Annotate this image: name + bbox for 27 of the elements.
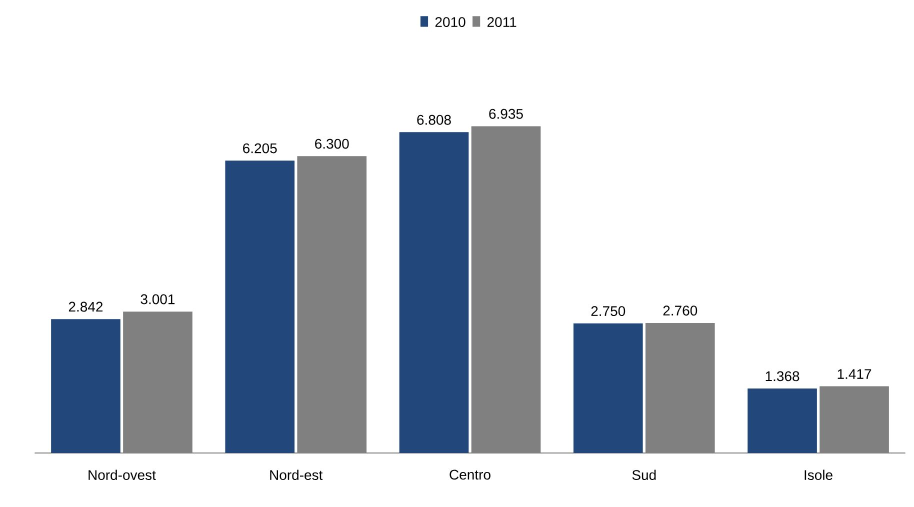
bar <box>645 322 715 453</box>
data-label: 1.417 <box>838 369 872 379</box>
legend-label: 2011 <box>487 17 516 28</box>
bar <box>399 132 469 453</box>
data-label: 2.750 <box>591 306 626 316</box>
data-label: 6.300 <box>315 138 349 149</box>
x-tick-label: Nord-est <box>270 470 323 480</box>
bar <box>225 160 295 453</box>
x-tick-label: Nord-ovest <box>88 470 156 480</box>
bar <box>471 126 541 453</box>
x-tick-label: Isole <box>804 470 832 480</box>
legend-label: 2010 <box>435 17 466 28</box>
data-label: 6.935 <box>489 108 523 119</box>
data-label: 6.205 <box>243 143 277 154</box>
data-label: 1.368 <box>766 371 800 382</box>
bar <box>820 386 889 453</box>
bar <box>123 312 192 453</box>
bar <box>51 319 120 453</box>
data-label: 2.842 <box>68 302 103 312</box>
data-label: 3.001 <box>140 294 175 304</box>
bar <box>297 156 367 453</box>
bar <box>748 388 817 453</box>
data-label: 2.760 <box>663 306 698 316</box>
data-label: 6.808 <box>417 114 451 125</box>
x-tick-label: Centro <box>450 470 490 480</box>
bar <box>573 323 643 453</box>
x-tick-label: Sud <box>632 470 656 480</box>
